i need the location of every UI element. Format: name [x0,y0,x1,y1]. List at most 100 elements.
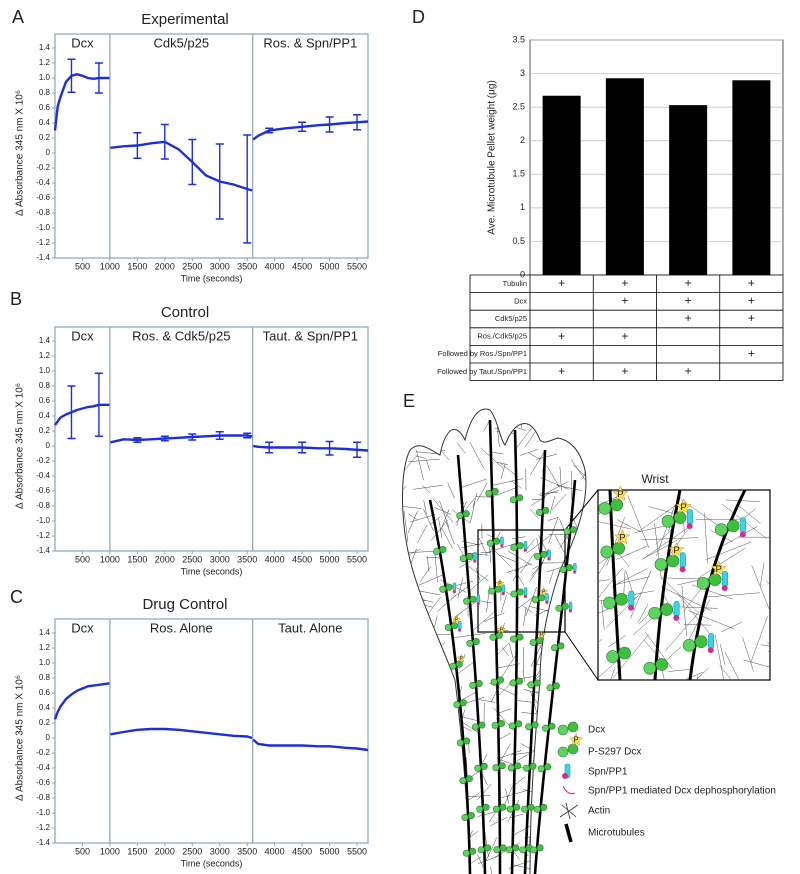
pp1 [523,548,527,552]
phospho-star [612,485,629,501]
dcx [459,777,467,785]
actin-filament [403,743,421,755]
row-label: Followed by Ros./Spn/PP1 [438,349,527,358]
actin-filament [402,791,403,800]
error-bar [215,143,224,220]
actin-filament [412,702,416,716]
actin-filament [447,712,461,717]
dcx [544,763,552,771]
actin-filament [418,656,429,687]
actin-filament [599,521,631,530]
dcx [484,844,492,852]
dcx [449,662,457,670]
actin-filament [427,763,432,794]
spn-pp1 [523,587,528,597]
y-tick-label: 2 [520,135,525,145]
dcx [660,603,674,616]
actin-filament [447,482,455,499]
actin-filament [430,751,443,770]
actin-filament [564,695,585,703]
dcx [474,764,482,772]
actin-filament [559,466,562,492]
table-cell: + [558,329,565,343]
dcx [498,762,506,770]
actin-filament [539,717,547,726]
dcx [529,762,537,770]
table-cell: + [558,276,565,290]
actin-filament [415,727,426,732]
dcx [527,681,535,689]
actin-filament [557,861,585,874]
dcx [456,512,464,520]
actin-filament [408,692,427,708]
dcx [472,637,480,645]
y-tick-label: 0.8 [39,673,51,682]
error-bar [215,431,224,440]
actin-filament [430,519,448,541]
actin-filament [497,732,511,741]
actin-filament [402,796,408,805]
microtubule-icon [564,823,573,843]
actin-filament [642,526,690,560]
x-tick-label: 4000 [265,846,285,856]
y-tick-label: 1 [520,202,525,212]
actin-filament [519,449,538,456]
actin-filament [570,459,586,485]
dcx [557,724,569,736]
actin-filament [570,681,581,686]
actin-filament [683,624,712,626]
spn-pp1 [708,633,715,650]
actin-filament [484,837,498,864]
pp1 [458,628,462,632]
error-bar [160,123,169,160]
error-bar [160,435,169,442]
actin-filament [402,816,427,821]
dcx [519,846,527,854]
table-cell: + [621,294,628,308]
actin-filament [582,457,586,479]
actin-filament [534,838,564,841]
phospho-star [496,624,506,634]
plot-frame [54,326,369,552]
pp1 [721,585,728,592]
chart-title: Drug Control [142,596,227,613]
actin-filament [683,671,704,680]
error-bar [67,385,76,440]
actin-filament [767,642,770,644]
actin-filament [438,418,442,442]
actin-filament [500,463,506,479]
actin-filament [501,647,510,657]
actin-filament [742,637,754,672]
actin-filament [549,570,554,584]
dephosphorylation-arc [562,785,576,795]
phospho-label: P [680,502,686,513]
actin-filament [578,661,586,689]
dcx [530,846,538,854]
dcx [666,554,680,568]
x-tick-label: 2500 [182,554,202,564]
y-tick-label: 0 [46,733,51,742]
actin-filament [476,482,488,502]
actin-filament [765,580,770,585]
dcx [490,678,498,686]
actin-filament [554,736,564,744]
segment-label: Dcx [71,620,94,635]
actin-filament [402,748,405,762]
dcx [525,723,533,731]
pp1 [739,531,746,538]
dcx [510,590,518,598]
error-bar [298,441,307,454]
pp1 [573,570,577,574]
actin-filament [581,522,586,529]
dcx [550,644,558,652]
dcx [527,803,535,811]
phospho-star [539,587,549,596]
actin-filament [616,519,641,533]
actin-filament [565,843,570,856]
actin-filament [460,478,487,489]
dcx [480,762,488,770]
y-tick-label: -0.8 [36,501,50,510]
y-tick-label: -0.4 [36,471,50,480]
actin-filament [408,458,440,462]
actin-filament [425,779,441,794]
